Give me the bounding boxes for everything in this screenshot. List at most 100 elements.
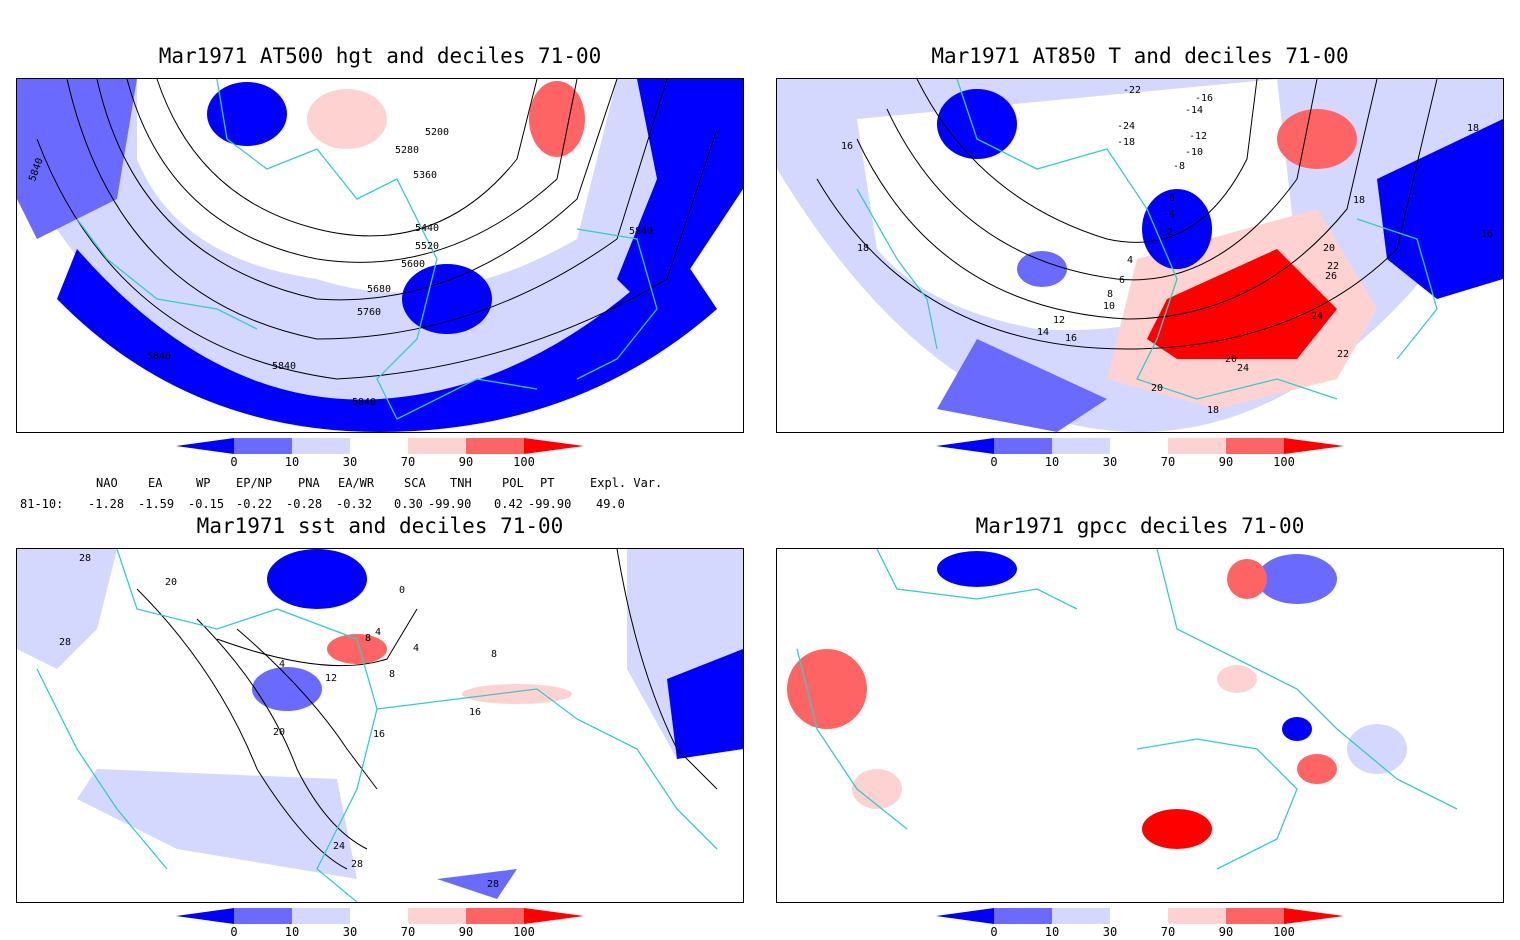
colorbar-tick: 70	[401, 455, 415, 468]
contour-label: 8	[365, 633, 371, 644]
colorbar-swatch	[1110, 908, 1168, 924]
contour-label: 5680	[367, 284, 391, 295]
colorbar-tick: 30	[1103, 925, 1117, 938]
sst-contour	[616, 549, 718, 790]
index-value: 0.42	[494, 497, 523, 511]
contour-label: 5440	[415, 223, 439, 234]
colorbar-tick: 100	[513, 925, 535, 938]
deciles-mid-blue	[1017, 251, 1067, 287]
contour-label: 22	[1327, 261, 1339, 272]
deciles-strong-east	[617, 79, 743, 319]
contour-label: -6	[1163, 193, 1175, 204]
colorbar-tick: 0	[990, 455, 997, 468]
colorbar-tick: 100	[1273, 455, 1295, 468]
contour-label: 16	[469, 707, 481, 718]
contour-label: -22	[1123, 85, 1141, 96]
contour-label: 5840	[272, 361, 296, 372]
temp-contour	[856, 79, 1378, 320]
colorbar-swatch	[1110, 438, 1168, 454]
contour-label: 18	[1353, 195, 1365, 206]
index-value: -99.90	[428, 497, 472, 511]
contour-label: 5840	[147, 351, 171, 362]
colorbar-swatch	[994, 438, 1052, 454]
coastline	[796, 648, 908, 830]
deciles-blue-blob	[252, 667, 322, 711]
coastline	[376, 688, 718, 850]
contour-label: 16	[373, 729, 385, 740]
index-header: EP/NP	[236, 476, 273, 490]
contour-label: 18	[1467, 123, 1479, 134]
contour-label: 12	[1053, 315, 1065, 326]
colorbar-tick: 90	[1219, 455, 1233, 468]
deciles-red-blob	[1217, 665, 1257, 693]
sst-contour	[216, 608, 418, 667]
colorbar-swatch	[1052, 438, 1110, 454]
contour-label: -12	[1189, 131, 1207, 142]
index-value: -0.15	[188, 497, 225, 511]
colorbar-tick: 0	[990, 925, 997, 938]
contour-label: 5520	[415, 241, 439, 252]
colorbar-swatch	[292, 438, 350, 454]
index-header: POL	[502, 476, 524, 490]
contour-label: 26	[1325, 271, 1337, 282]
deciles-red-blob	[852, 769, 902, 809]
sst-contour	[236, 628, 378, 790]
colorbar-swatch	[936, 908, 994, 924]
contour-label: 5360	[413, 170, 437, 181]
colorbar-tick: 70	[1161, 455, 1175, 468]
deciles-blue-blob	[1347, 724, 1407, 774]
deciles-south	[77, 769, 357, 879]
contour-label: 14	[1037, 327, 1049, 338]
map-panel-gpcc	[776, 548, 1504, 903]
contour-label: 20	[165, 577, 177, 588]
contour-label: 5840	[629, 226, 653, 237]
colorbar-tick: 90	[459, 455, 473, 468]
contour-label: 20	[1225, 354, 1237, 365]
colorbar-swatch	[408, 438, 466, 454]
coastline	[1356, 218, 1438, 360]
deciles-red-blob	[1142, 809, 1212, 849]
colorbar-swatch	[1284, 908, 1344, 924]
index-header: TNH	[450, 476, 472, 490]
colorbar-swatch	[524, 908, 584, 924]
colorbar-4: 0 10 30 70 90 100	[936, 908, 1344, 938]
colorbar-tick: 90	[459, 925, 473, 938]
index-header: PNA	[298, 476, 320, 490]
height-contour	[156, 79, 538, 237]
temp-contour	[916, 79, 1258, 243]
deciles-blue-blob	[1142, 189, 1212, 269]
contour-label: 5760	[357, 307, 381, 318]
height-contour	[96, 79, 618, 301]
contour-label: -16	[1195, 93, 1213, 104]
contour-label: -8	[1173, 161, 1185, 172]
colorbar-swatch	[466, 908, 524, 924]
contour-label: 4	[413, 643, 419, 654]
sst-contour	[136, 588, 348, 870]
coastline	[76, 218, 258, 330]
contour-label: -14	[1185, 105, 1203, 116]
index-value: -99.90	[528, 497, 572, 511]
contour-label: 4	[279, 659, 285, 670]
coastline	[116, 549, 378, 902]
colorbar-swatch	[292, 908, 350, 924]
contour-label: 28	[487, 879, 499, 890]
contour-label: 5840	[352, 397, 376, 408]
coastline	[1156, 549, 1458, 810]
height-contour	[66, 79, 668, 340]
colorbar-3: 0 10 30 70 90 100	[176, 908, 584, 938]
panel-4-title: Mar1971 gpcc deciles 71-00	[975, 514, 1305, 538]
deciles-blue-south	[380, 299, 743, 432]
temp-contour	[886, 79, 1318, 281]
index-value: 49.0	[596, 497, 625, 511]
contour-label: 16	[841, 141, 853, 152]
deciles-red-blob	[529, 81, 585, 157]
deciles-red-blob	[1277, 109, 1357, 169]
contour-label: -18	[1117, 137, 1135, 148]
deciles-red-blob	[307, 89, 387, 149]
colorbar-tick: 90	[1219, 925, 1233, 938]
index-header: SCA	[404, 476, 426, 490]
contour-label: 12	[325, 673, 337, 684]
colorbar-swatch	[350, 438, 408, 454]
deciles-blue-blob	[207, 82, 287, 146]
deciles-east-strong	[667, 649, 743, 759]
